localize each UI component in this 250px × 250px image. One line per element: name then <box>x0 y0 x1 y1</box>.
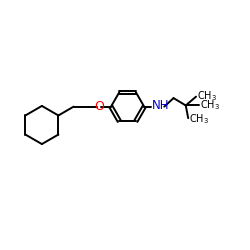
Text: CH$_3$: CH$_3$ <box>200 98 220 112</box>
Text: NH: NH <box>152 99 169 112</box>
Text: CH$_3$: CH$_3$ <box>197 90 217 103</box>
Text: CH$_3$: CH$_3$ <box>189 112 209 126</box>
Text: O: O <box>94 100 104 113</box>
